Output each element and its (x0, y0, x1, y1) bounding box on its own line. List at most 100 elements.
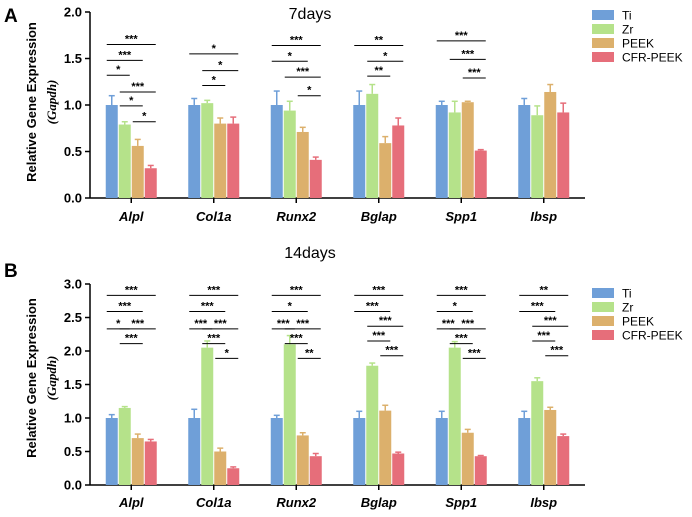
bar-peek-col1a (214, 451, 227, 485)
significance-label: *** (461, 318, 475, 330)
significance-label: *** (455, 284, 469, 296)
significance-label: * (453, 300, 458, 312)
significance-label: *** (207, 284, 221, 296)
category-label-alpl: Alpl (118, 209, 144, 224)
significance-label: *** (131, 318, 145, 330)
significance-label: * (225, 347, 230, 359)
y-tick-label-7days: 1.0 (64, 98, 82, 113)
bar-ti-col1a (188, 418, 201, 485)
category-label-col1a: Col1a (196, 495, 231, 510)
legend-label-zr: Zr (622, 23, 633, 37)
significance-label: * (142, 111, 147, 123)
bar-ti-ibsp (518, 105, 531, 198)
significance-label: ** (374, 34, 383, 46)
bar-zr-bglap (366, 365, 379, 485)
significance-label: * (288, 50, 293, 62)
significance-label: *** (290, 34, 304, 46)
bar-ti-ibsp (518, 418, 531, 485)
bar-zr-runx2 (283, 344, 296, 485)
legend-label-peek: PEEK (622, 37, 654, 51)
bar-zr-col1a (201, 347, 214, 485)
bar-ti-col1a (188, 105, 201, 198)
bar-zr-alpl (118, 407, 131, 485)
significance-label: *** (455, 333, 469, 345)
bar-cfr-peek-bglap (392, 125, 405, 198)
significance-label: *** (296, 66, 310, 78)
legend-swatch-peek (592, 316, 614, 326)
category-label-spp1: Spp1 (445, 209, 477, 224)
bar-peek-col1a (214, 123, 227, 198)
y-tick-label-7days: 0.5 (64, 144, 82, 159)
bar-zr-ibsp (531, 381, 544, 485)
category-label-col1a: Col1a (196, 209, 231, 224)
significance-label: * (212, 74, 217, 86)
bar-cfr-peek-ibsp (557, 436, 570, 485)
legend-label-ti: Ti (622, 287, 632, 301)
bar-zr-alpl (118, 124, 131, 198)
y-tick-label-14days: 0.0 (64, 478, 82, 493)
category-label-bglap: Bglap (361, 209, 397, 224)
legend-label-cfr-peek: CFR-PEEK (622, 329, 683, 343)
significance-label: * (383, 50, 388, 62)
y-tick-label-14days: 2.0 (64, 344, 82, 359)
legend-swatch-ti (592, 288, 614, 298)
bar-ti-alpl (105, 105, 118, 198)
significance-label: *** (531, 300, 545, 312)
y-tick-label-14days: 1.0 (64, 411, 82, 426)
legend-swatch-cfr-peek (592, 52, 614, 62)
significance-label: * (116, 318, 121, 330)
significance-label: *** (461, 48, 475, 60)
bar-zr-bglap (366, 93, 379, 198)
y-tick-label-14days: 2.5 (64, 310, 82, 325)
significance-label: * (129, 95, 134, 107)
significance-label: *** (277, 318, 291, 330)
bar-peek-runx2 (296, 435, 309, 485)
significance-label: * (288, 300, 293, 312)
significance-label: *** (214, 318, 228, 330)
category-label-runx2: Runx2 (276, 209, 317, 224)
significance-label: *** (118, 49, 132, 61)
legend-swatch-ti (592, 10, 614, 20)
bar-ti-alpl (105, 418, 118, 485)
significance-label: *** (372, 284, 386, 296)
significance-label: *** (207, 333, 221, 345)
chart-title-7days: 7days (289, 6, 332, 23)
bar-cfr-peek-runx2 (309, 456, 322, 485)
legend-label-cfr-peek: CFR-PEEK (622, 51, 683, 65)
bar-peek-ibsp (544, 409, 557, 485)
bar-peek-alpl (131, 438, 144, 485)
legend-label-zr: Zr (622, 301, 633, 315)
significance-label: *** (118, 300, 132, 312)
legend-swatch-cfr-peek (592, 330, 614, 340)
y-tick-label-7days: 1.5 (64, 51, 82, 66)
bar-ti-runx2 (270, 105, 283, 198)
significance-label: *** (290, 333, 304, 345)
panel-7days: A 7days Relative Gene Expression (Gapdh)… (4, 5, 683, 225)
significance-label: *** (366, 300, 380, 312)
significance-label: ** (305, 347, 314, 359)
significance-label: *** (468, 67, 482, 79)
category-label-ibsp: Ibsp (530, 209, 557, 224)
significance-label: * (218, 60, 223, 72)
legend-label-peek: PEEK (622, 315, 654, 329)
y-axis-sublabel-14days: (Gapdh) (44, 356, 59, 401)
significance-label: ** (374, 65, 383, 77)
bar-cfr-peek-col1a (227, 123, 240, 198)
significance-label: *** (385, 345, 399, 357)
bar-cfr-peek-spp1 (474, 456, 487, 485)
significance-label: * (116, 64, 121, 76)
significance-label: *** (550, 345, 564, 357)
category-label-alpl: Alpl (118, 495, 144, 510)
significance-label: *** (372, 330, 386, 342)
category-label-bglap: Bglap (361, 495, 397, 510)
chart-title-14days: 14days (284, 245, 336, 262)
significance-label: *** (442, 318, 456, 330)
panel-letter-b: B (4, 261, 18, 282)
significance-label: * (212, 43, 217, 55)
y-tick-label-7days: 2.0 (64, 5, 82, 20)
bar-peek-bglap (379, 410, 392, 485)
significance-label: *** (544, 315, 558, 327)
legend-label-ti: Ti (622, 9, 632, 23)
bar-zr-col1a (201, 103, 214, 198)
significance-label: *** (455, 30, 469, 42)
